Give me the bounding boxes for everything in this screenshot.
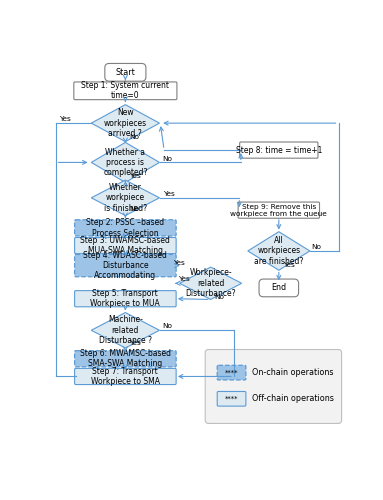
FancyBboxPatch shape bbox=[75, 368, 176, 384]
Polygon shape bbox=[91, 312, 159, 348]
Text: Step 9: Remove this
workpiece from the queue: Step 9: Remove this workpiece from the q… bbox=[231, 204, 327, 216]
Text: Yes: Yes bbox=[59, 116, 71, 122]
Text: Yes: Yes bbox=[173, 260, 185, 266]
Text: Step 4: WDASC-based
Disturbance
Accommodating: Step 4: WDASC-based Disturbance Accommod… bbox=[83, 252, 167, 280]
FancyBboxPatch shape bbox=[75, 220, 176, 236]
FancyBboxPatch shape bbox=[240, 142, 318, 158]
Text: On-chain operations: On-chain operations bbox=[252, 368, 333, 377]
FancyBboxPatch shape bbox=[75, 238, 176, 254]
FancyBboxPatch shape bbox=[238, 202, 319, 218]
FancyBboxPatch shape bbox=[75, 290, 176, 307]
Text: Step 1: System current
time=0: Step 1: System current time=0 bbox=[81, 81, 169, 100]
Polygon shape bbox=[180, 267, 242, 300]
Text: Step 3: UWAMSC-based
MUA-SWA Matching: Step 3: UWAMSC-based MUA-SWA Matching bbox=[80, 236, 170, 256]
Polygon shape bbox=[248, 232, 310, 270]
Text: Whether
workpiece
is finished?: Whether workpiece is finished? bbox=[104, 183, 147, 212]
FancyBboxPatch shape bbox=[74, 82, 177, 100]
Text: Yes: Yes bbox=[129, 340, 141, 345]
FancyBboxPatch shape bbox=[75, 350, 176, 367]
Text: ****: **** bbox=[225, 370, 238, 376]
Text: Whether a
process is
completed?: Whether a process is completed? bbox=[103, 148, 147, 178]
Polygon shape bbox=[91, 104, 159, 142]
Text: Step 6: MWAMSC-based
SMA-SWA Matching: Step 6: MWAMSC-based SMA-SWA Matching bbox=[80, 349, 171, 368]
Polygon shape bbox=[91, 142, 159, 182]
Text: No: No bbox=[162, 324, 173, 330]
Text: Yes: Yes bbox=[162, 191, 174, 197]
Text: Workpiece-
related
Disturbance?: Workpiece- related Disturbance? bbox=[185, 268, 236, 298]
FancyBboxPatch shape bbox=[217, 392, 246, 406]
Text: End: End bbox=[271, 284, 286, 292]
Text: Step 7: Transport
Workpiece to SMA: Step 7: Transport Workpiece to SMA bbox=[91, 367, 160, 386]
Text: Machine-
related
Disturbance ?: Machine- related Disturbance ? bbox=[99, 316, 152, 345]
Text: No: No bbox=[311, 244, 321, 250]
Text: Step 2: PSSC –based
Process Selection: Step 2: PSSC –based Process Selection bbox=[86, 218, 164, 238]
Text: Yes: Yes bbox=[129, 174, 141, 180]
Text: No: No bbox=[214, 294, 224, 300]
FancyBboxPatch shape bbox=[259, 279, 299, 297]
Text: No: No bbox=[129, 134, 139, 140]
Polygon shape bbox=[91, 180, 159, 216]
Text: New
workpieces
arrived ?: New workpieces arrived ? bbox=[104, 108, 147, 138]
Text: Step 8: time = time+1: Step 8: time = time+1 bbox=[236, 146, 322, 154]
FancyBboxPatch shape bbox=[75, 254, 176, 277]
Text: Start: Start bbox=[116, 68, 135, 77]
Text: Yes: Yes bbox=[283, 262, 295, 268]
Text: No: No bbox=[162, 156, 173, 162]
Text: All
workpieces
are finished?: All workpieces are finished? bbox=[254, 236, 303, 266]
FancyBboxPatch shape bbox=[205, 350, 342, 424]
Text: No: No bbox=[129, 206, 139, 212]
Text: Yes: Yes bbox=[178, 276, 190, 282]
Text: Step 5: Transport
Workpiece to MUA: Step 5: Transport Workpiece to MUA bbox=[90, 289, 160, 308]
FancyBboxPatch shape bbox=[217, 366, 246, 380]
FancyBboxPatch shape bbox=[105, 64, 146, 81]
Text: Off-chain operations: Off-chain operations bbox=[252, 394, 334, 404]
Text: ****: **** bbox=[225, 396, 238, 402]
